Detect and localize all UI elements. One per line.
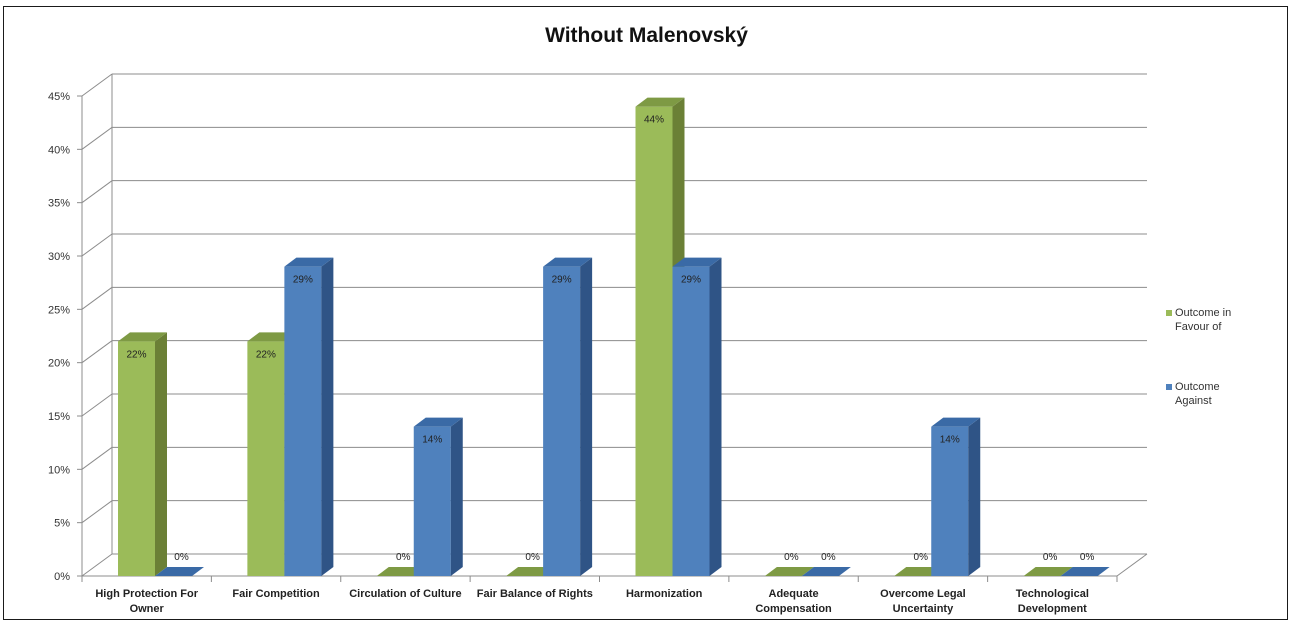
data-label: 44% xyxy=(644,115,664,126)
data-label: 0% xyxy=(174,552,189,563)
legend-swatch-favour xyxy=(1166,310,1172,316)
bar-top xyxy=(931,417,981,427)
data-label: 0% xyxy=(396,552,411,563)
legend-swatch-against xyxy=(1166,384,1172,390)
bar-zero xyxy=(506,567,556,576)
data-label: 0% xyxy=(525,552,540,563)
side-gridline xyxy=(81,500,113,524)
data-label: 0% xyxy=(1080,552,1095,563)
bar-zero xyxy=(764,567,814,576)
data-label: 29% xyxy=(293,275,313,286)
bar-front xyxy=(118,341,155,576)
bar-front xyxy=(413,426,451,576)
data-label: 0% xyxy=(914,552,929,563)
y-tick-label: 5% xyxy=(54,518,70,530)
bar-side xyxy=(709,257,722,576)
x-tick-label: Owner xyxy=(130,603,165,615)
legend-label-against-line2: Against xyxy=(1175,395,1212,407)
chart-title: Without Malenovský xyxy=(545,24,748,47)
data-label: 22% xyxy=(126,349,146,360)
data-label: 0% xyxy=(784,552,799,563)
bar-zero xyxy=(155,567,204,576)
bar-top xyxy=(413,417,463,427)
bar-side xyxy=(155,332,167,576)
legend-label-favour-line2: Favour of xyxy=(1175,321,1222,333)
floor-edge xyxy=(1116,553,1148,577)
bar-top xyxy=(672,257,722,267)
bar-top xyxy=(247,332,297,342)
data-label: 14% xyxy=(422,435,442,446)
y-tick-label: 40% xyxy=(48,144,70,156)
bar-front xyxy=(247,341,285,576)
bar-zero xyxy=(376,567,426,576)
legend-label-favour-line1: Outcome in xyxy=(1175,307,1232,319)
data-label: 14% xyxy=(940,435,960,446)
bar-zero xyxy=(1023,567,1073,576)
y-tick-label: 30% xyxy=(48,251,70,263)
y-tick-label: 20% xyxy=(48,358,70,370)
x-tick-label: Compensation xyxy=(755,603,832,615)
x-tick-label: Adequate xyxy=(769,588,819,600)
side-gridline xyxy=(81,553,113,577)
x-tick-label: High Protection For xyxy=(95,588,198,600)
data-label: 29% xyxy=(681,275,701,286)
x-tick-label: Overcome Legal xyxy=(880,588,966,600)
y-tick-label: 45% xyxy=(48,91,70,103)
x-tick-label: Harmonization xyxy=(626,588,703,600)
y-tick-label: 35% xyxy=(48,198,70,210)
bar-zero xyxy=(894,567,944,576)
legend-label-against-line1: Outcome xyxy=(1175,381,1220,393)
y-tick-label: 10% xyxy=(48,464,70,476)
side-gridline xyxy=(81,126,113,150)
x-tick-label: Fair Balance of Rights xyxy=(477,588,593,600)
bar-zero xyxy=(801,567,851,576)
legend-item-against: Outcome Against xyxy=(1166,380,1265,408)
side-gridline xyxy=(81,233,113,257)
side-gridline xyxy=(81,446,113,470)
bar-side xyxy=(580,257,593,576)
bar-front xyxy=(672,266,710,576)
data-label: 0% xyxy=(1043,552,1058,563)
bar-front xyxy=(931,426,969,576)
x-tick-label: Uncertainty xyxy=(893,603,954,615)
y-tick-label: 0% xyxy=(54,571,70,583)
bar-top xyxy=(635,97,685,107)
data-label: 0% xyxy=(821,552,836,563)
x-tick-label: Fair Competition xyxy=(232,588,320,600)
bar-side xyxy=(321,257,334,576)
x-tick-label: Circulation of Culture xyxy=(349,588,461,600)
bar-front xyxy=(543,266,581,576)
data-label: 22% xyxy=(256,349,276,360)
bar-top xyxy=(118,332,167,342)
side-gridline xyxy=(81,180,113,204)
side-gridline xyxy=(81,286,113,310)
y-tick-label: 15% xyxy=(48,411,70,423)
x-tick-label: Technological xyxy=(1016,588,1089,600)
bar-top xyxy=(543,257,593,267)
bar-front xyxy=(635,106,673,577)
data-label: 29% xyxy=(552,275,572,286)
bar-side xyxy=(968,417,981,576)
x-tick-label: Development xyxy=(1018,603,1087,615)
bar-top xyxy=(284,257,334,267)
bar-side xyxy=(450,417,463,576)
side-gridline xyxy=(81,340,113,364)
bar-front xyxy=(284,266,322,576)
side-gridline xyxy=(81,393,113,417)
bar-zero xyxy=(1060,567,1110,576)
y-tick-label: 25% xyxy=(48,304,70,316)
side-gridline xyxy=(81,73,113,97)
legend-item-favour: Outcome in Favour of xyxy=(1166,306,1265,334)
